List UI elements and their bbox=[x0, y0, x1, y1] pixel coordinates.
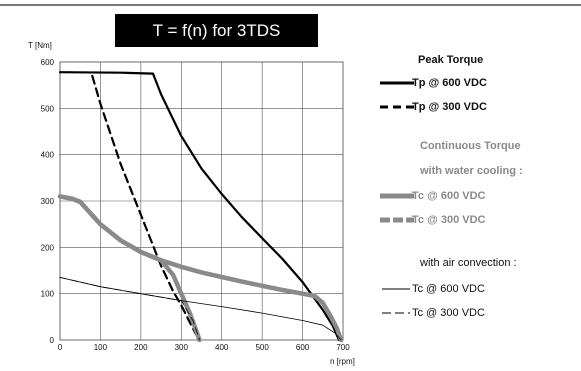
y-tick-label: 0 bbox=[50, 336, 55, 345]
x-tick-label: 100 bbox=[94, 343, 108, 352]
series-lines bbox=[57, 71, 344, 343]
series-line-solid-thick-black bbox=[58, 71, 341, 342]
legend-water-heading: with water cooling : bbox=[420, 165, 523, 177]
legend-label-tc300-water: Tc @ 300 VDC bbox=[412, 214, 486, 226]
x-tick-label: 300 bbox=[175, 343, 189, 352]
axes: 0 100 200 300 400 500 600 700 0 100 200 300 400 500 60… bbox=[41, 58, 351, 352]
y-axis-label: T [Nm] bbox=[28, 41, 52, 50]
series-line-dashed-thick-black bbox=[91, 74, 201, 342]
legend-peak-heading: Peak Torque bbox=[418, 54, 484, 66]
y-tick-label: 600 bbox=[41, 58, 55, 67]
y-tick-label: 300 bbox=[41, 197, 55, 206]
series-line-dashed-thick-gray bbox=[57, 194, 202, 343]
legend-swatch-tc600-air bbox=[382, 288, 410, 290]
top-divider bbox=[0, 4, 581, 6]
x-tick-label: 500 bbox=[255, 343, 269, 352]
series-line-solid-thin-black bbox=[59, 277, 342, 341]
legend-label-tc600-water: Tc @ 600 VDC bbox=[412, 190, 486, 202]
legend-swatch-tc600-water bbox=[380, 193, 414, 199]
legend-swatch-tp300 bbox=[380, 105, 414, 109]
x-tick-label: 700 bbox=[336, 343, 350, 352]
y-tick-label: 500 bbox=[41, 104, 55, 113]
legend-swatch-tp600 bbox=[380, 81, 414, 85]
x-tick-label: 0 bbox=[58, 343, 63, 352]
series-line-solid-thick-gray bbox=[57, 194, 344, 343]
x-tick-label: 200 bbox=[134, 343, 148, 352]
y-tick-label: 200 bbox=[41, 243, 55, 252]
legend-swatch-tc300-water bbox=[380, 217, 414, 223]
y-tick-label: 400 bbox=[41, 151, 55, 160]
legend-air-heading: with air convection : bbox=[420, 257, 517, 269]
legend-label-tc300-air: Tc @ 300 VDC bbox=[412, 307, 485, 319]
y-tick-label: 100 bbox=[41, 290, 55, 299]
series-line-dashed-thin-black bbox=[59, 277, 200, 341]
x-tick-label: 400 bbox=[215, 343, 229, 352]
x-tick-label: 600 bbox=[296, 343, 310, 352]
legend-continuous-heading: Continuous Torque bbox=[420, 140, 521, 152]
x-axis-label: n [rpm] bbox=[330, 357, 355, 366]
legend-label-tp300: Tp @ 300 VDC bbox=[412, 101, 487, 113]
legend-label-tc600-air: Tc @ 600 VDC bbox=[412, 283, 485, 295]
grid bbox=[60, 62, 343, 340]
chart-title: T = f(n) for 3TDS bbox=[115, 14, 318, 47]
legend-swatch-tc300-air bbox=[382, 312, 410, 314]
legend-label-tp600: Tp @ 600 VDC bbox=[412, 77, 487, 89]
